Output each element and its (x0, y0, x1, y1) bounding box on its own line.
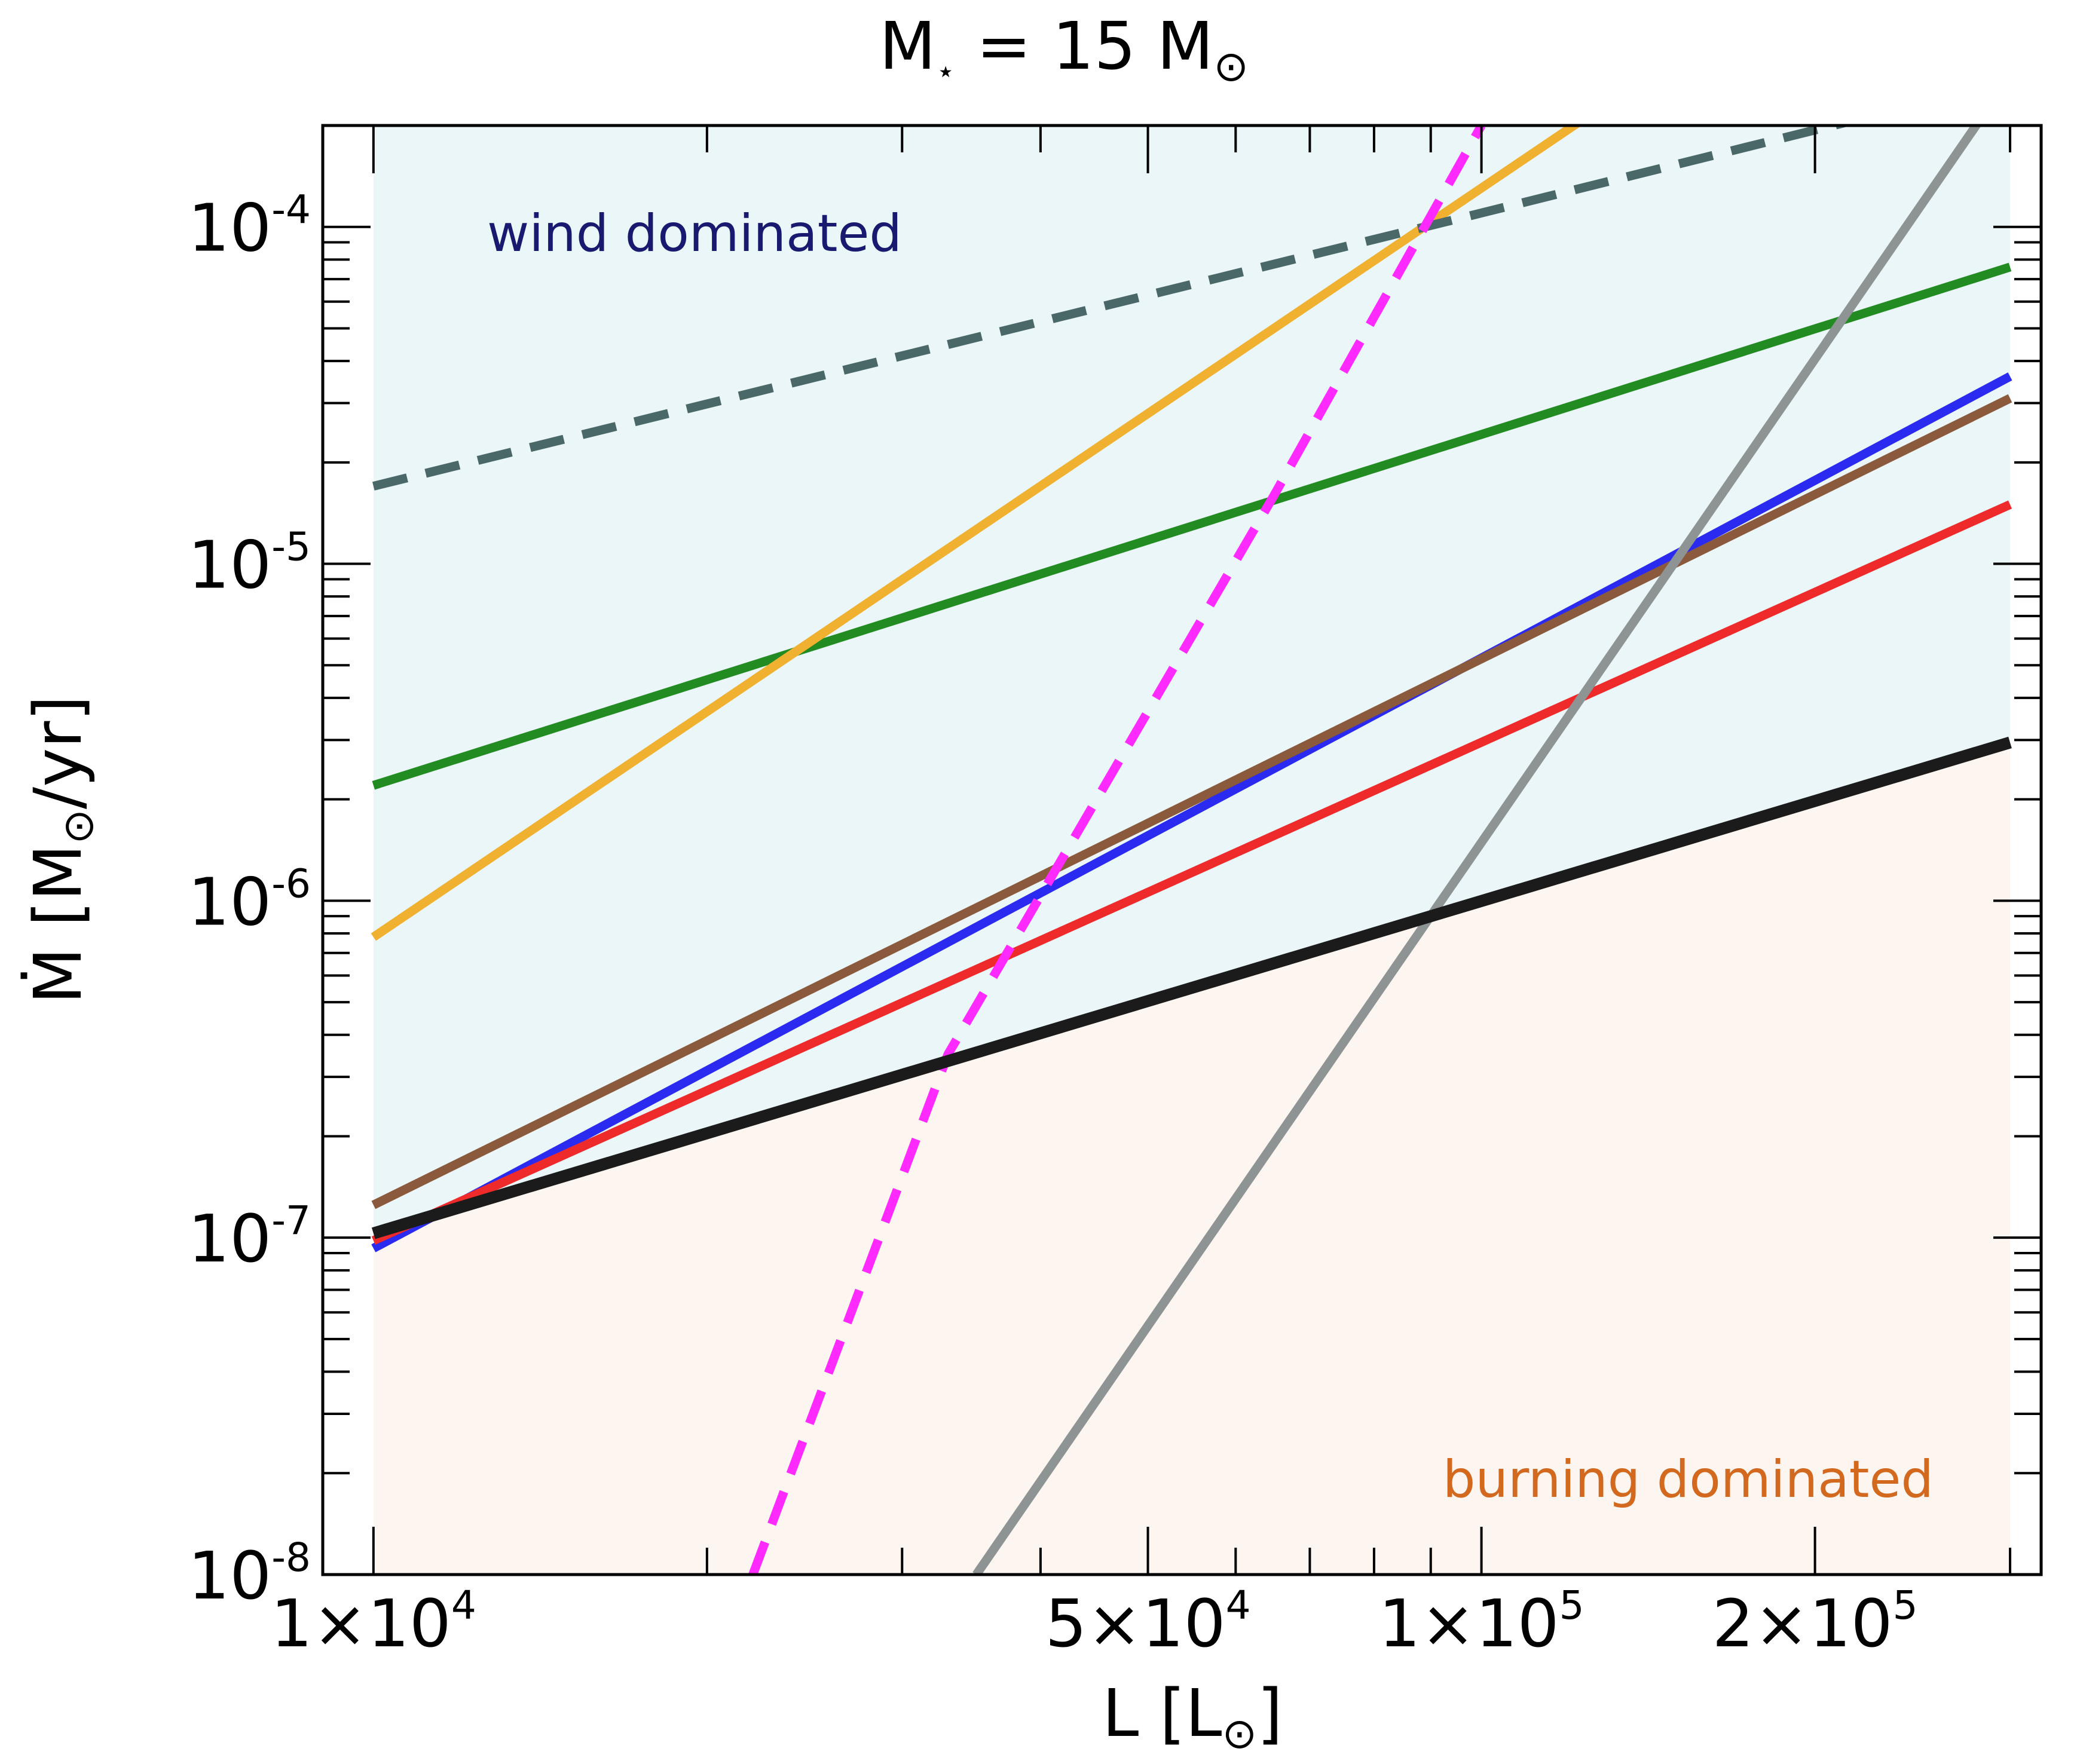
y-tick-label: 10-8 (188, 1535, 311, 1614)
series-slate-dashed (372, 125, 1852, 491)
region-burning-dominated (373, 742, 2011, 1575)
y-tick-label: 10-5 (188, 524, 311, 604)
x-tick-label: 1×105 (1379, 1582, 1584, 1662)
plot-frame (321, 124, 2043, 1576)
y-axis-title: Ṁ [M⊙/yr] (20, 696, 103, 1004)
series-orange (371, 125, 1582, 941)
series-red (371, 500, 2012, 1245)
chart-title: M⋆ = 15 M⊙ (879, 8, 1249, 91)
series-gray (972, 125, 1982, 1575)
x-tick-labels: 1×104 5×104 1×105 2×105 (271, 1582, 1918, 1662)
y-tick-labels: 10-8 10-7 10-6 10-5 10-4 (188, 187, 311, 1614)
series-blue (371, 372, 2012, 1252)
series-brown (371, 394, 2012, 1209)
y-tick-label: 10-6 (188, 860, 311, 940)
y-tick-label: 10-7 (188, 1198, 311, 1277)
plot-area (371, 125, 2012, 1575)
x-tick-label: 2×105 (1712, 1582, 1918, 1662)
series-magenta-dashed (748, 125, 1486, 1575)
x-tick-label: 1×104 (271, 1582, 476, 1662)
x-axis-title: L [L⊙] (1102, 1675, 1283, 1758)
region-wind-dominated (373, 125, 2011, 1233)
series-boundary (371, 736, 2012, 1239)
y-tick-label: 10-4 (188, 187, 311, 267)
wind-dominated-label: wind dominated (487, 204, 902, 264)
x-tick-label: 5×104 (1045, 1582, 1250, 1662)
burning-dominated-label: burning dominated (1443, 1450, 1934, 1509)
series-green (372, 262, 2012, 790)
